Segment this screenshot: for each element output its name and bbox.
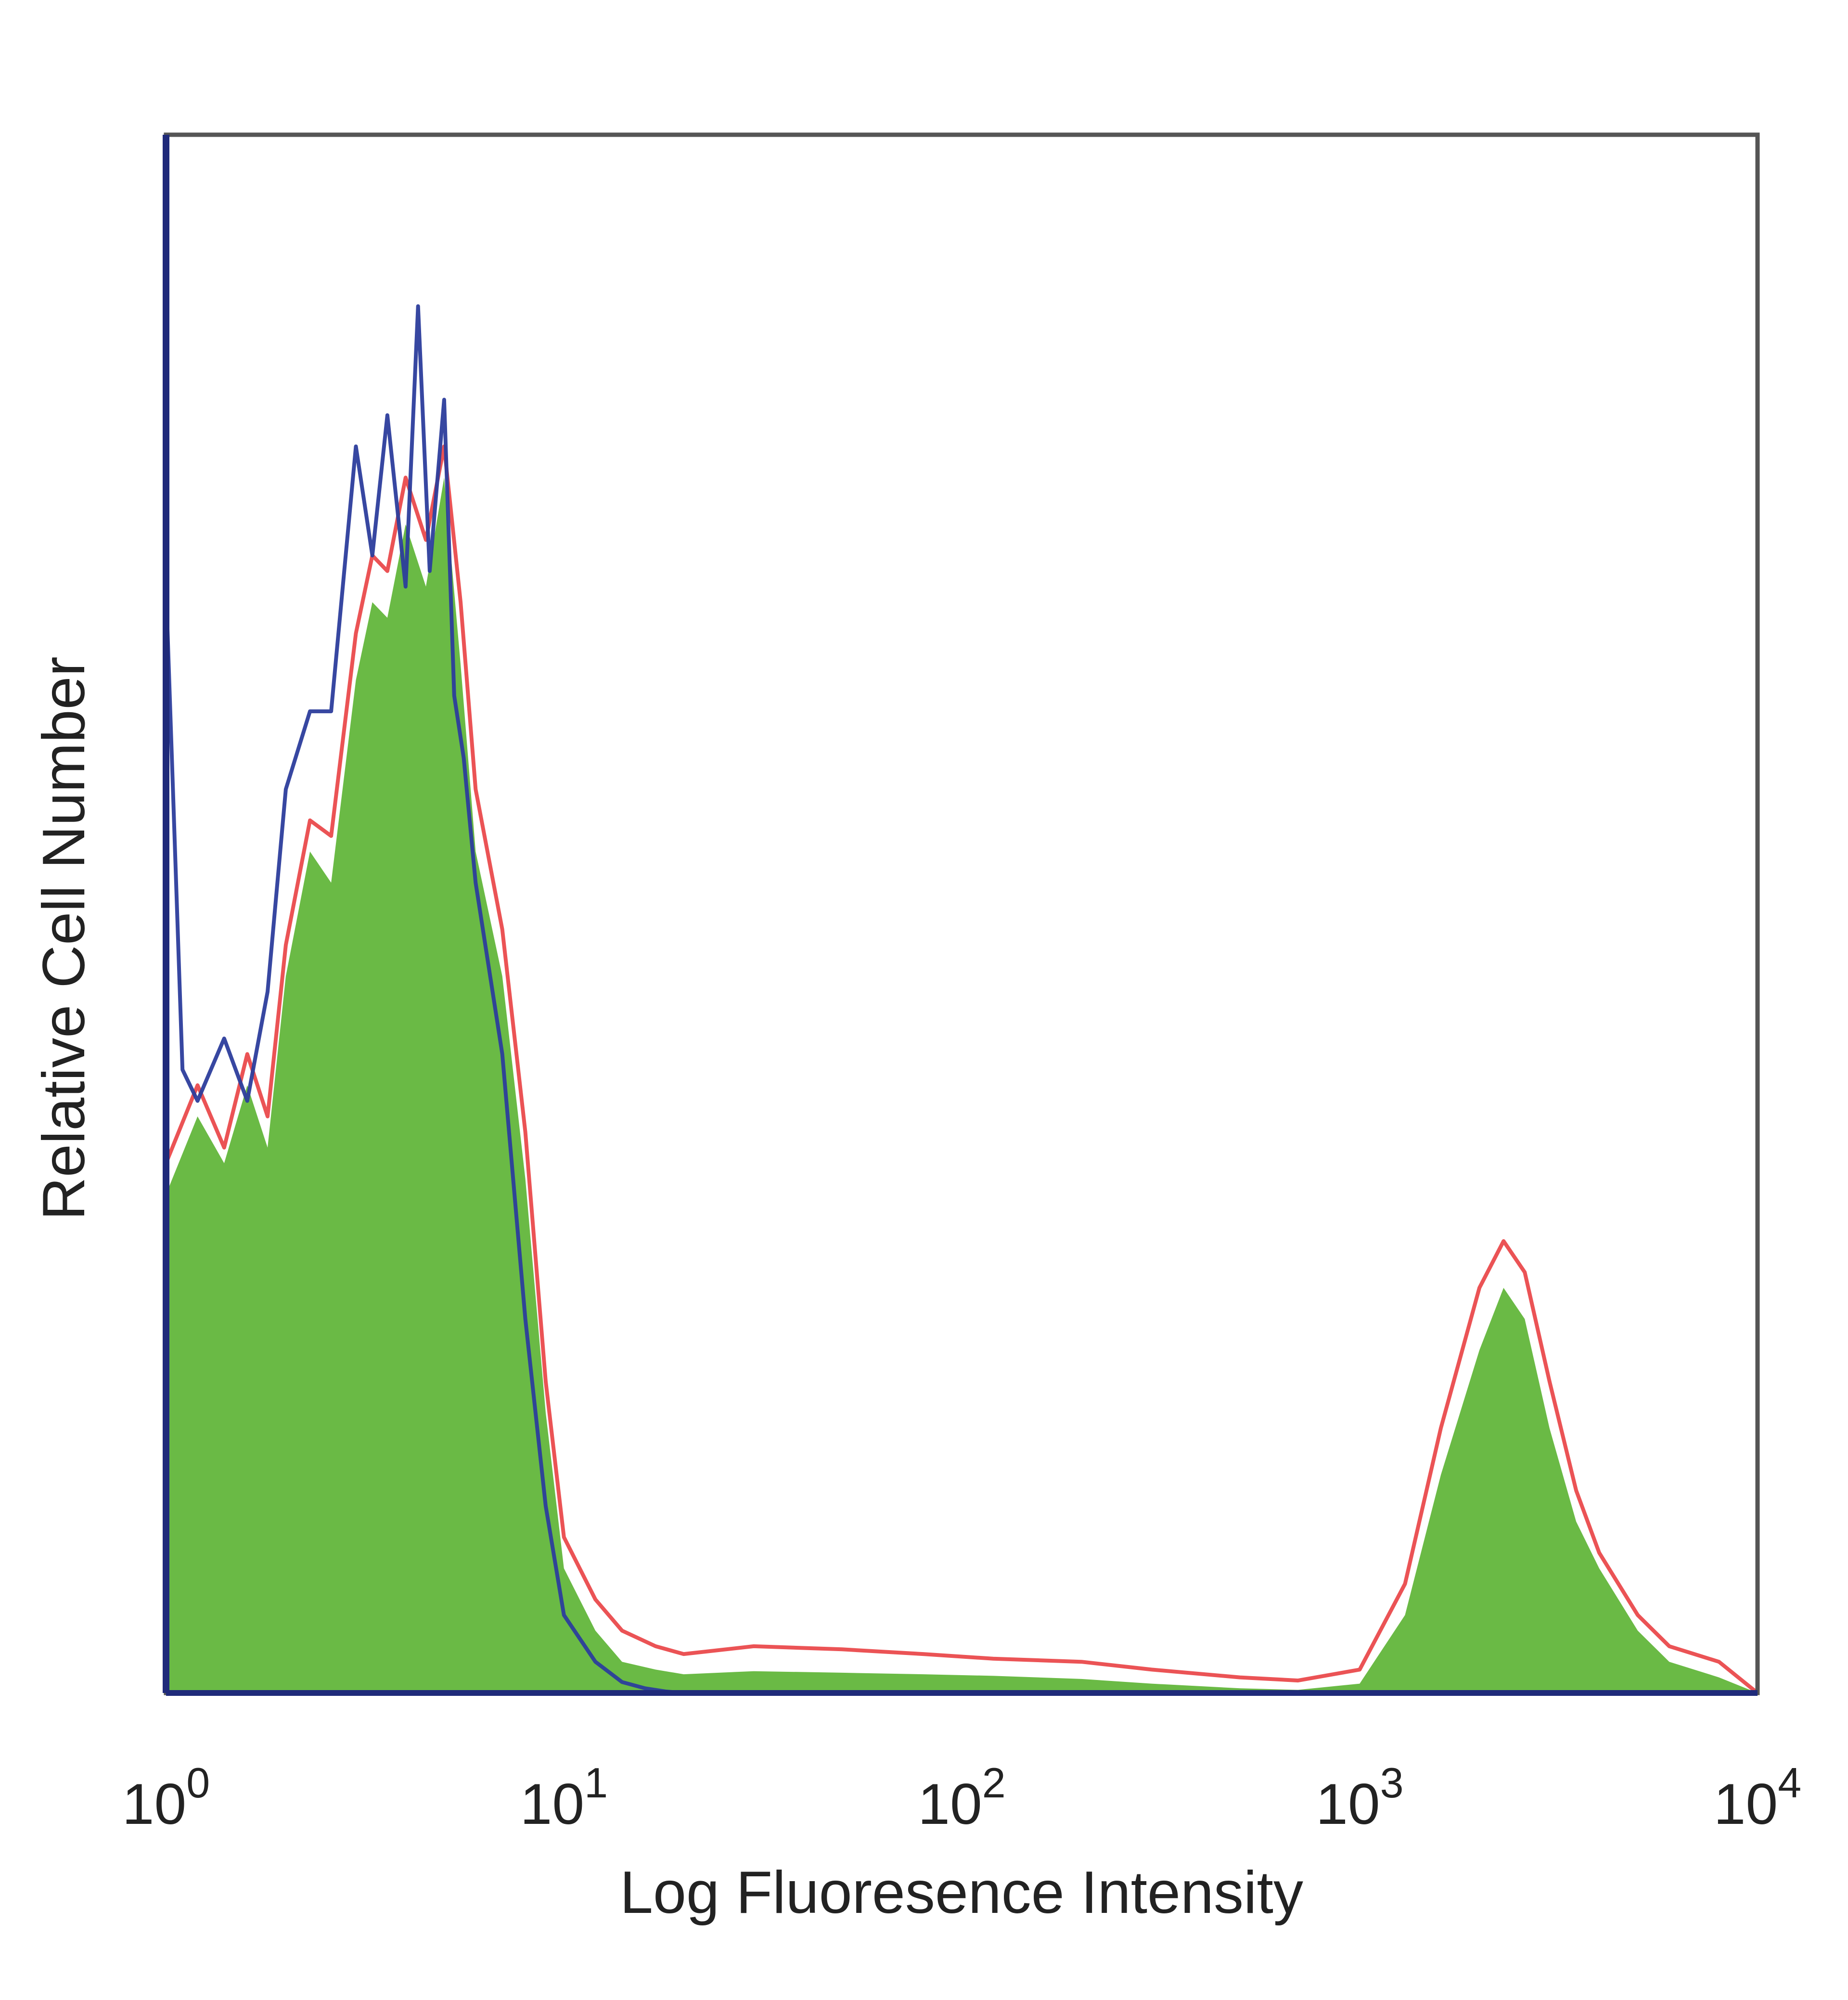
y-axis-title: Relative Cell Number bbox=[31, 656, 97, 1220]
x-tick-label-2: 102 bbox=[918, 1759, 1005, 1836]
series-layer bbox=[164, 304, 1759, 1695]
x-tick-label-0: 100 bbox=[122, 1759, 210, 1836]
x-axis-title: Log Fluoresence Intensity bbox=[620, 1859, 1303, 1926]
series-0-filled bbox=[166, 477, 1758, 1693]
x-tick-label-3: 103 bbox=[1316, 1759, 1403, 1836]
series-2-line bbox=[164, 304, 684, 1695]
series-1-line bbox=[164, 444, 1759, 1695]
x-tick-labels: 100 101 102 103 104 bbox=[122, 1759, 1801, 1836]
x-tick-label-4: 104 bbox=[1714, 1759, 1801, 1836]
x-tick-label-1: 101 bbox=[520, 1759, 608, 1836]
